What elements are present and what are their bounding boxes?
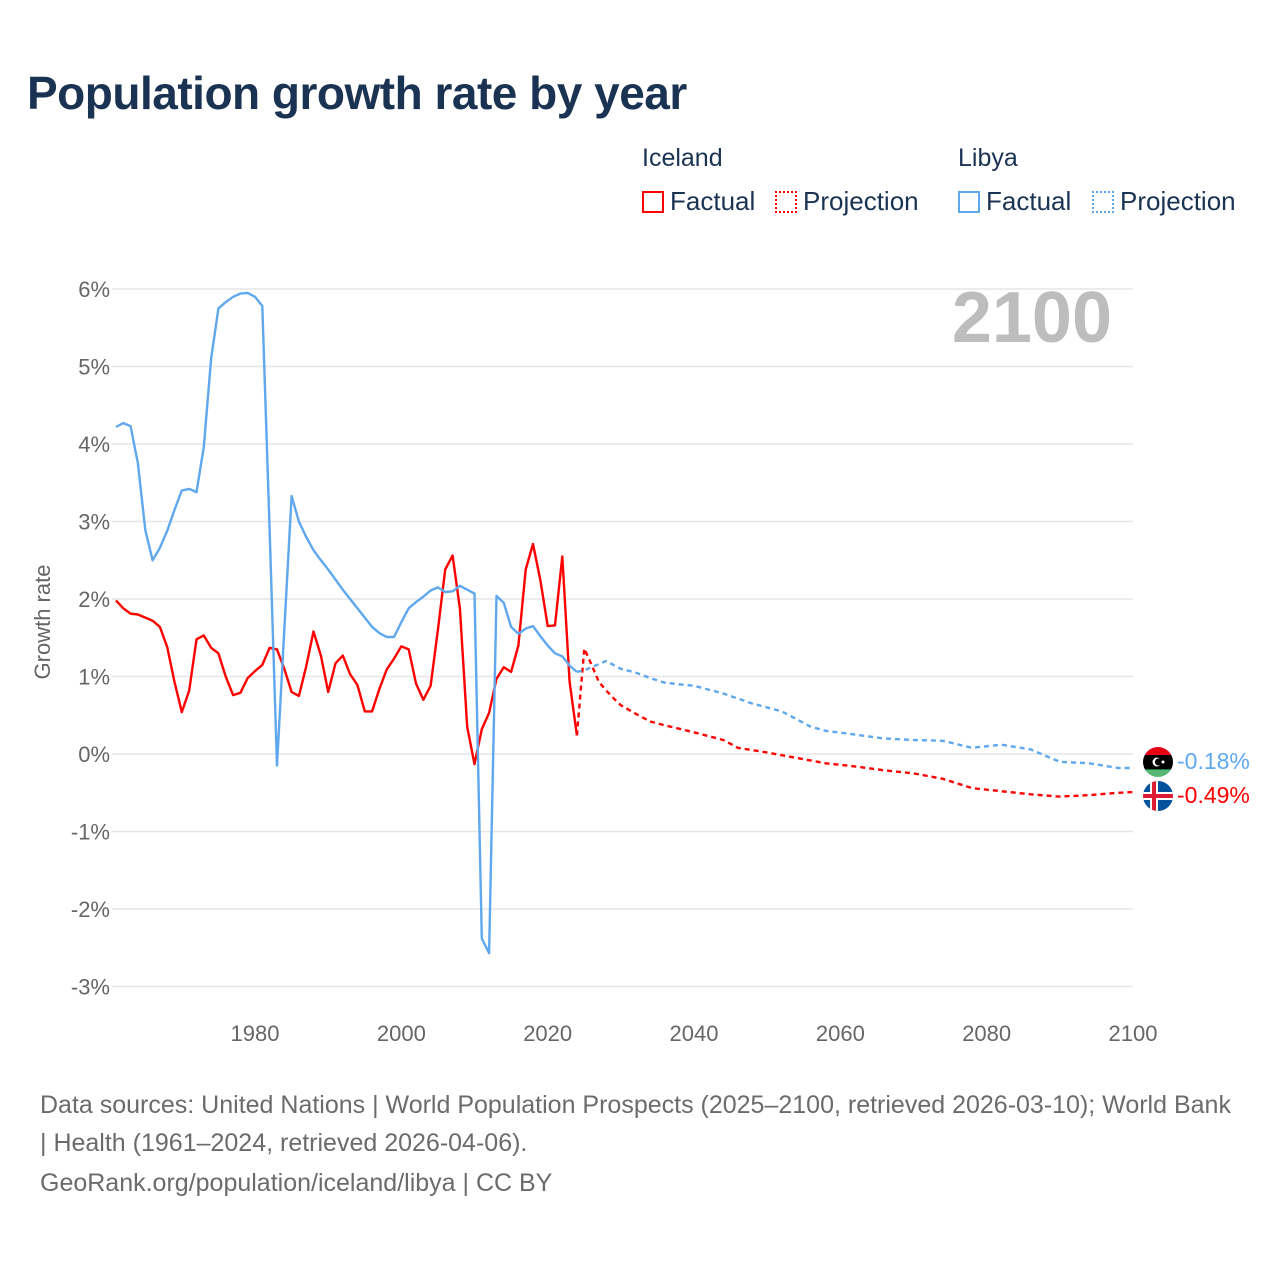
iceland-factual-line bbox=[115, 542, 579, 766]
iceland-flag-icon bbox=[1143, 781, 1173, 811]
legend-label: Factual bbox=[986, 186, 1072, 216]
libya-factual-line bbox=[115, 291, 578, 955]
x-tick-label: 2000 bbox=[377, 1021, 426, 1046]
y-tick-label: 0% bbox=[78, 742, 110, 767]
y-axis-label: Growth rate bbox=[30, 565, 55, 680]
legend-label: Projection bbox=[803, 186, 919, 216]
legend-iceland-heading: Iceland bbox=[642, 144, 723, 172]
legend-libya-projection[interactable]: Projection bbox=[1092, 186, 1236, 217]
iceland-end-value: -0.49% bbox=[1177, 782, 1250, 808]
legend-label: Projection bbox=[1120, 186, 1236, 216]
y-tick-label: -2% bbox=[71, 897, 110, 922]
y-tick-label: 3% bbox=[78, 510, 110, 535]
x-tick-label: 2020 bbox=[523, 1021, 572, 1046]
legend-swatch-dotted bbox=[775, 190, 797, 213]
legend-swatch-solid bbox=[958, 190, 980, 213]
y-tick-label: 4% bbox=[78, 432, 110, 457]
y-tick-label: 5% bbox=[78, 355, 110, 380]
x-tick-label: 2080 bbox=[962, 1021, 1011, 1046]
legend-libya-heading: Libya bbox=[958, 144, 1018, 172]
y-tick-label: 1% bbox=[78, 665, 110, 690]
x-tick-label: 2100 bbox=[1109, 1021, 1158, 1046]
y-tick-label: 2% bbox=[78, 587, 110, 612]
libya-flag-icon bbox=[1143, 747, 1173, 777]
libya-end-value: -0.18% bbox=[1177, 748, 1250, 774]
data-sources: Data sources: United Nations | World Pop… bbox=[40, 1091, 1231, 1157]
legend-label: Factual bbox=[670, 186, 756, 216]
legend-libya-factual[interactable]: Factual bbox=[958, 186, 1071, 217]
legend-iceland-projection[interactable]: Projection bbox=[775, 186, 919, 217]
x-tick-label: 1980 bbox=[231, 1021, 280, 1046]
legend-iceland-factual[interactable]: Factual bbox=[642, 186, 755, 217]
y-tick-label: -1% bbox=[71, 820, 110, 845]
libya-projection-line bbox=[576, 659, 1133, 770]
credit-link[interactable]: GeoRank.org/population/iceland/libya | C… bbox=[40, 1169, 553, 1197]
y-tick-label: -3% bbox=[71, 975, 110, 1000]
year-label: 2100 bbox=[952, 278, 1112, 358]
line-chart: 6% 5% 4% 3% 2% 1% 0% -1% -2% -3% 1980 2000 2020 2040 2… bbox=[30, 277, 1250, 1046]
chart-title: Population growth rate by year bbox=[27, 67, 687, 119]
legend-swatch-solid bbox=[642, 190, 664, 213]
x-tick-label: 2040 bbox=[670, 1021, 719, 1046]
x-tick-label: 2060 bbox=[816, 1021, 865, 1046]
legend-swatch-dotted bbox=[1092, 190, 1114, 213]
y-tick-label: 6% bbox=[78, 277, 110, 302]
iceland-projection-line bbox=[575, 647, 1134, 798]
